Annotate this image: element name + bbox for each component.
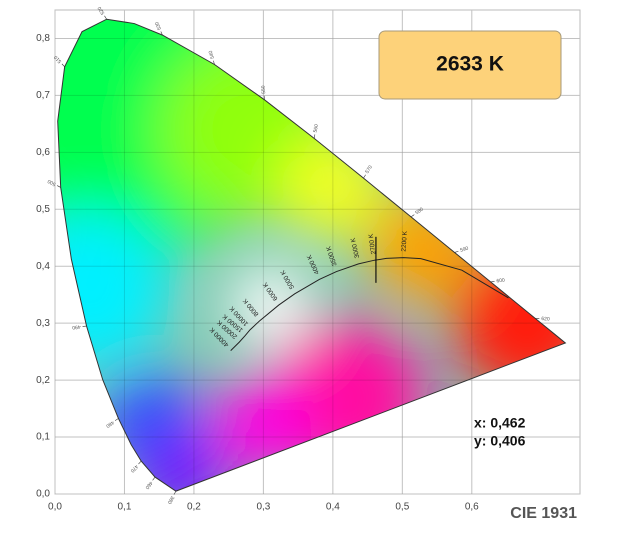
y-tick-label: 0,6 [36, 147, 50, 158]
wavelength-tick [61, 63, 65, 68]
wavelength-label: 510 [53, 54, 63, 64]
wavelength-label: 470 [129, 463, 139, 473]
wavelength-tick [363, 174, 366, 179]
wavelength-tick [173, 491, 177, 495]
wavelength-label: 500 [47, 178, 57, 187]
cct-label: 2200 K [401, 230, 409, 252]
wavelength-tick [138, 460, 142, 465]
cct-label: 3000 K [350, 236, 362, 258]
y-tick-label: 0,5 [36, 204, 50, 215]
grid-overlay [54, 10, 580, 495]
spectral-locus [57, 18, 567, 492]
point-y-label: y: 0,406 [474, 433, 526, 449]
cct-value: 2633 K [436, 53, 504, 76]
chart-title: CIE 1931 [510, 505, 577, 522]
wavelength-label: 490 [72, 323, 81, 330]
x-tick-label: 0,5 [395, 502, 409, 513]
y-tick-label: 0,7 [36, 90, 50, 101]
x-tick-label: 0,0 [48, 502, 62, 513]
y-tick-label: 0,3 [36, 318, 50, 329]
wavelength-label: 620 [541, 316, 550, 322]
wavelength-label: 570 [364, 164, 374, 174]
x-tick-label: 0,1 [118, 502, 132, 513]
wavelength-label: 480 [105, 419, 115, 429]
y-tick-label: 0,1 [36, 432, 50, 443]
x-tick-label: 0,2 [187, 502, 201, 513]
y-tick-label: 0,8 [36, 33, 50, 44]
wavelength-tick [114, 418, 119, 421]
wavelength-tick [454, 250, 459, 253]
wavelength-tick [213, 60, 215, 65]
cct-box [378, 30, 562, 100]
wavelength-tick [57, 185, 61, 188]
wavelength-label: 530 [154, 20, 163, 30]
wavelength-tick [104, 15, 107, 20]
wavelength-label: 380 [166, 495, 176, 505]
cct-label: 2700 K [368, 233, 378, 255]
wavelength-label: 560 [313, 124, 320, 133]
wavelength-label: 590 [459, 246, 469, 254]
wavelength-tick [313, 134, 316, 139]
wavelength-tick [410, 214, 415, 218]
wavelength-tick [160, 31, 163, 36]
wavelength-tick [152, 476, 156, 481]
wavelength-label: 580 [414, 206, 424, 216]
x-tick-label: 0,6 [465, 502, 479, 513]
y-tick-label: 0,2 [36, 375, 50, 386]
wavelength-label: 520 [97, 5, 107, 15]
x-tick-label: 0,4 [326, 502, 340, 513]
x-tick-label: 0,3 [256, 502, 270, 513]
wavelength-label: 550 [260, 85, 267, 94]
y-tick-label: 0,4 [36, 261, 50, 272]
wavelength-label: 540 [208, 50, 216, 60]
planckian-locus [230, 257, 509, 351]
wavelength-label: 600 [496, 278, 505, 285]
point-x-label: x: 0,462 [474, 415, 526, 431]
wavelength-label: 460 [144, 480, 154, 490]
y-tick-label: 0,0 [36, 489, 50, 500]
